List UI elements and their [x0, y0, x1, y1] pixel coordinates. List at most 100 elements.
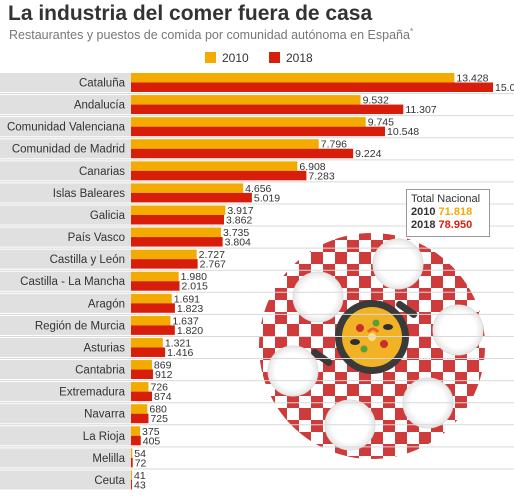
- bar-2010: [131, 382, 149, 392]
- data-label-2010: 2.727: [199, 249, 225, 261]
- category-label-bg: [0, 161, 131, 181]
- total-value-2018: 78.950: [438, 219, 473, 231]
- bar-2010: [131, 117, 366, 127]
- data-label-2018: 5.019: [254, 192, 280, 204]
- bar-2018: [131, 237, 223, 247]
- data-label-2010: 1.691: [174, 293, 200, 305]
- category-label: Extremadura: [59, 387, 125, 399]
- category-label: Asturias: [83, 342, 125, 354]
- bar-2018: [131, 325, 175, 335]
- bar-2010: [131, 205, 226, 215]
- bar-2018: [131, 413, 149, 424]
- category-label: Comunidad Valenciana: [7, 122, 126, 134]
- subtitle-text: Restaurantes y puestos de comida por com…: [9, 28, 410, 43]
- bar-2010: [131, 139, 319, 149]
- bar-2018: [131, 391, 153, 402]
- category-label-bg: [0, 95, 131, 115]
- bar-2018: [131, 259, 198, 269]
- category-label: Canarias: [79, 166, 125, 178]
- bar-2018: [131, 479, 133, 490]
- chart-subtitle: Restaurantes y puestos de comida por com…: [9, 27, 413, 42]
- data-label-2010: 9.532: [363, 95, 389, 107]
- data-label-2010: 375: [142, 426, 160, 438]
- bar-2010: [131, 360, 152, 370]
- data-label-2018: 15.031: [495, 82, 514, 94]
- category-label: Ceuta: [94, 475, 125, 487]
- category-label-bg: [0, 117, 131, 137]
- bar-2018: [131, 214, 225, 225]
- data-label-2018: 43: [134, 479, 146, 491]
- bar-2010: [131, 470, 132, 480]
- bar-2010: [131, 426, 141, 436]
- category-label: Cataluña: [79, 78, 126, 90]
- category-label-bg: [0, 271, 131, 291]
- data-label-2010: 13.428: [456, 73, 488, 85]
- category-label-bg: [0, 315, 131, 335]
- bar-2010: [131, 249, 197, 260]
- category-label: Castilla - La Mancha: [20, 276, 125, 288]
- category-label: La Rioja: [83, 431, 126, 443]
- data-label-2018: 7.283: [308, 170, 334, 182]
- data-label-2018: 3.804: [225, 237, 251, 249]
- bar-2010: [131, 448, 133, 458]
- category-label: País Vasco: [68, 232, 125, 244]
- bar-2018: [131, 104, 404, 115]
- category-label-bg: [0, 183, 131, 203]
- category-label: Aragón: [88, 298, 125, 310]
- subtitle-footnote-mark: *: [409, 27, 414, 36]
- data-label-2018: 405: [143, 435, 161, 447]
- category-label-bg: [0, 426, 131, 446]
- bar-2010: [131, 271, 179, 282]
- category-label: Galicia: [90, 210, 126, 222]
- legend-swatch-2010: [205, 52, 216, 63]
- plate-icon: [372, 238, 424, 290]
- bar-2018: [131, 281, 180, 291]
- legend-swatch-2018: [269, 52, 280, 63]
- data-label-2018: 725: [150, 413, 168, 425]
- bar-2018: [131, 170, 307, 181]
- data-label-2010: 54: [134, 448, 146, 460]
- bar-2018: [131, 369, 153, 380]
- bars-layer: Cataluña 13.428 15.031 Andalucía 9.532 11.307…: [0, 73, 514, 491]
- data-label-2010: 6.908: [299, 161, 325, 173]
- category-label-bg: [0, 293, 131, 313]
- chart-title: La industria del comer fuera de casa: [8, 2, 373, 25]
- category-label: Castilla y León: [50, 254, 125, 266]
- bar-2010: [131, 337, 163, 348]
- bar-2010: [131, 95, 361, 105]
- bar-2010: [131, 227, 221, 238]
- category-label-bg: [0, 470, 131, 490]
- bar-2010: [131, 183, 244, 193]
- data-label-2018: 10.548: [387, 126, 419, 138]
- data-label-2018: 912: [155, 369, 173, 381]
- total-year-2010: 2010: [411, 206, 436, 218]
- data-label-2010: 41: [134, 470, 146, 482]
- data-label-2010: 726: [150, 382, 168, 394]
- data-label-2018: 874: [154, 391, 172, 403]
- bar-2010: [131, 315, 171, 326]
- data-label-2010: 7.796: [321, 139, 347, 151]
- legend-label-2010: 2010: [222, 51, 249, 65]
- category-label-bg: [0, 448, 131, 468]
- legend-label-2018: 2018: [286, 51, 313, 65]
- total-nacional-box: Total Nacional 2010 71.818 2018 78.950: [406, 189, 490, 237]
- legend: 2010 2018: [205, 51, 313, 65]
- category-label: Islas Baleares: [53, 188, 125, 200]
- data-label-2018: 1.416: [167, 347, 193, 359]
- data-label-2010: 4.656: [245, 183, 271, 195]
- category-label-bg: [0, 227, 131, 247]
- bar-2010: [131, 404, 148, 414]
- data-label-2010: 1.980: [181, 271, 207, 283]
- bar-2010: [131, 293, 172, 304]
- category-label-bg: [0, 139, 131, 159]
- data-label-2010: 1.637: [172, 315, 198, 327]
- bar-2018: [131, 347, 166, 357]
- data-label-2018: 3.862: [226, 214, 252, 226]
- category-label-bg: [0, 337, 131, 358]
- data-label-2018: 1.820: [177, 325, 203, 337]
- bar-2018: [131, 457, 133, 468]
- category-label: Comunidad de Madrid: [12, 144, 125, 156]
- category-label-bg: [0, 73, 131, 93]
- bar-2018: [131, 192, 252, 203]
- total-value-2010: 71.818: [438, 206, 473, 218]
